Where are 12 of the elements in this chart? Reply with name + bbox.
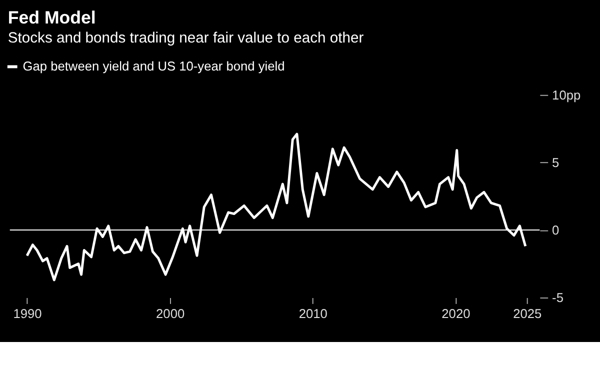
legend-label: Gap between yield and US 10-year bond yield bbox=[22, 58, 285, 74]
y-tick-label: -5 bbox=[552, 290, 564, 305]
x-tick-label: 2025 bbox=[513, 306, 542, 321]
x-tick-label: 1990 bbox=[13, 306, 42, 321]
chart-subtitle: Stocks and bonds trading near fair value to each other bbox=[8, 30, 364, 46]
x-tick-label: 2000 bbox=[156, 306, 185, 321]
x-tick-label: 2010 bbox=[298, 306, 328, 321]
chart-title: Fed Model bbox=[8, 8, 96, 28]
y-tick-label: 0 bbox=[552, 222, 560, 238]
y-tick-label: 10pp bbox=[552, 87, 581, 102]
x-tick-label: 2020 bbox=[442, 306, 470, 321]
y-tick-label: 5 bbox=[552, 154, 560, 170]
